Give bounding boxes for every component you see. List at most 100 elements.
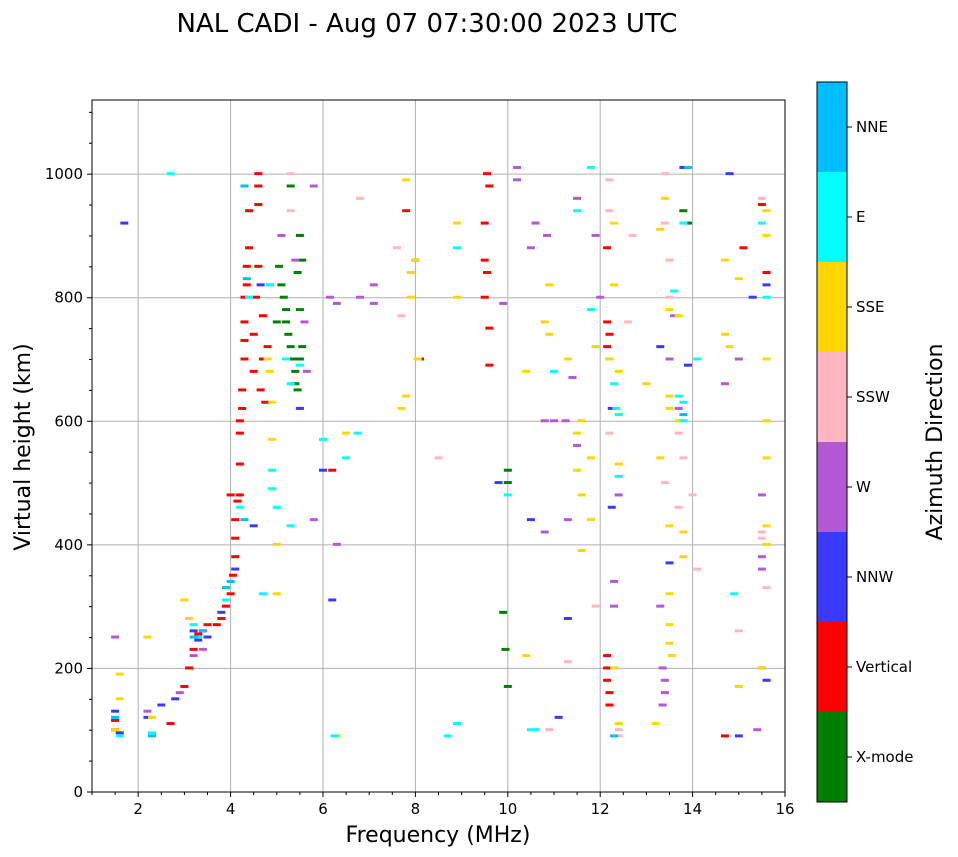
echo-point-nnw (203, 635, 212, 639)
echo-point-w (568, 376, 577, 380)
echo-point-sse (397, 406, 406, 410)
echo-point-vertical (235, 462, 244, 466)
echo-point-nne (198, 629, 207, 633)
axis-ticks: 2 4 6 8 10 12 14 16 0 200 400 600 800 1000 (45, 111, 795, 818)
echo-point-x-mode (286, 345, 295, 349)
echo-point-e (586, 165, 595, 169)
echo-point-vertical (254, 264, 263, 268)
echo-point-vertical (762, 271, 771, 274)
echo-point-e (614, 413, 623, 417)
echo-point-nnw (171, 697, 180, 701)
colorbar: X-mode Vertical NNW W SSW SSE E NNE (816, 81, 913, 803)
x-tick-label: 12 (591, 800, 610, 818)
echo-point-e (526, 728, 535, 732)
echo-point-w (291, 258, 300, 262)
echo-point-w (658, 666, 667, 670)
echo-point-vertical (111, 718, 120, 722)
echo-point-ssw (628, 233, 637, 237)
echo-point-nne (226, 579, 235, 583)
echo-point-vertical (185, 666, 194, 670)
echo-point-ssw (734, 629, 743, 633)
echo-point-sse (268, 437, 277, 441)
echo-point-x-mode (291, 369, 300, 373)
echo-point-w (309, 518, 318, 522)
x-tick-label: 6 (318, 800, 328, 818)
echo-point-sse (762, 233, 771, 237)
echo-point-sse (651, 722, 660, 726)
echo-point-sse (656, 456, 665, 460)
echo-point-nnw (217, 610, 226, 614)
echo-point-ssw (614, 734, 623, 738)
echo-point-vertical (603, 320, 612, 324)
echo-point-nnw (679, 165, 688, 169)
echo-point-nnw (143, 715, 152, 719)
grid-lines (92, 100, 785, 792)
echo-point-sse (413, 357, 422, 361)
echo-point-sse (406, 271, 415, 274)
echo-point-nnw (734, 734, 743, 738)
echo-point-vertical (245, 209, 254, 213)
echo-point-w (499, 301, 508, 305)
echo-point-ssw (434, 456, 443, 460)
echo-point-vertical (221, 604, 230, 608)
echo-point-vertical (254, 203, 263, 207)
echo-point-vertical (402, 209, 411, 213)
echo-point-vertical (240, 357, 249, 361)
y-tick-label: 200 (54, 659, 83, 677)
echo-point-w (369, 301, 378, 305)
echo-point-w (591, 233, 600, 237)
echo-point-vertical (238, 406, 247, 410)
echo-point-e (670, 289, 679, 293)
echo-point-sse (660, 196, 669, 200)
echo-point-x-mode (298, 258, 307, 262)
echo-point-sse (734, 684, 743, 688)
echo-point-vertical (254, 172, 263, 176)
echo-point-w (513, 178, 522, 182)
echo-point-sse (272, 592, 281, 596)
echo-point-ssw (286, 172, 295, 176)
echo-point-e (693, 357, 702, 361)
echo-point-e (679, 400, 688, 404)
echo-point-vertical (605, 332, 614, 336)
x-tick-label: 10 (498, 800, 517, 818)
echo-point-ssw (674, 505, 683, 509)
echo-point-sse (674, 314, 683, 318)
echo-point-w (277, 233, 286, 237)
echo-point-sse (586, 456, 595, 460)
echo-point-vertical (258, 357, 267, 361)
echo-point-vertical (480, 295, 489, 299)
y-tick-label: 400 (54, 536, 83, 554)
echo-point-sse (185, 617, 194, 620)
echo-point-e (353, 431, 362, 435)
echo-point-x-mode (501, 647, 510, 651)
colorbar-tick-label: NNW (856, 568, 893, 586)
echo-point-ssw (614, 728, 623, 732)
echo-point-w (573, 444, 582, 447)
colorbar-tick-label: SSW (856, 388, 890, 406)
echo-point-ssw (623, 320, 632, 324)
echo-point-vertical (235, 493, 244, 497)
echo-point-e (268, 468, 277, 472)
echo-point-w (561, 419, 570, 423)
echo-point-vertical (739, 246, 748, 250)
echo-point-vertical (603, 654, 612, 658)
echo-point-sse (115, 672, 124, 676)
echo-point-e (443, 734, 452, 738)
colorbar-tick-label: X-mode (856, 748, 913, 766)
echo-point-ssw (660, 172, 669, 176)
echo-point-w (596, 295, 605, 299)
echo-point-vertical (605, 703, 614, 707)
echo-point-ssw (392, 246, 401, 250)
echo-point-vertical (240, 295, 249, 299)
x-tick-label: 16 (775, 800, 794, 818)
echo-point-sse (268, 400, 277, 404)
echo-point-e (531, 728, 540, 732)
echo-point-nne (683, 165, 692, 169)
echo-point-w (665, 357, 674, 361)
echo-point-x-mode (298, 345, 307, 349)
echo-point-sse (725, 345, 734, 349)
echo-point-nnw (111, 709, 120, 713)
x-axis-label: Frequency (MHz) (346, 823, 531, 848)
echo-point-sse (452, 295, 461, 299)
echo-point-e (258, 592, 267, 596)
